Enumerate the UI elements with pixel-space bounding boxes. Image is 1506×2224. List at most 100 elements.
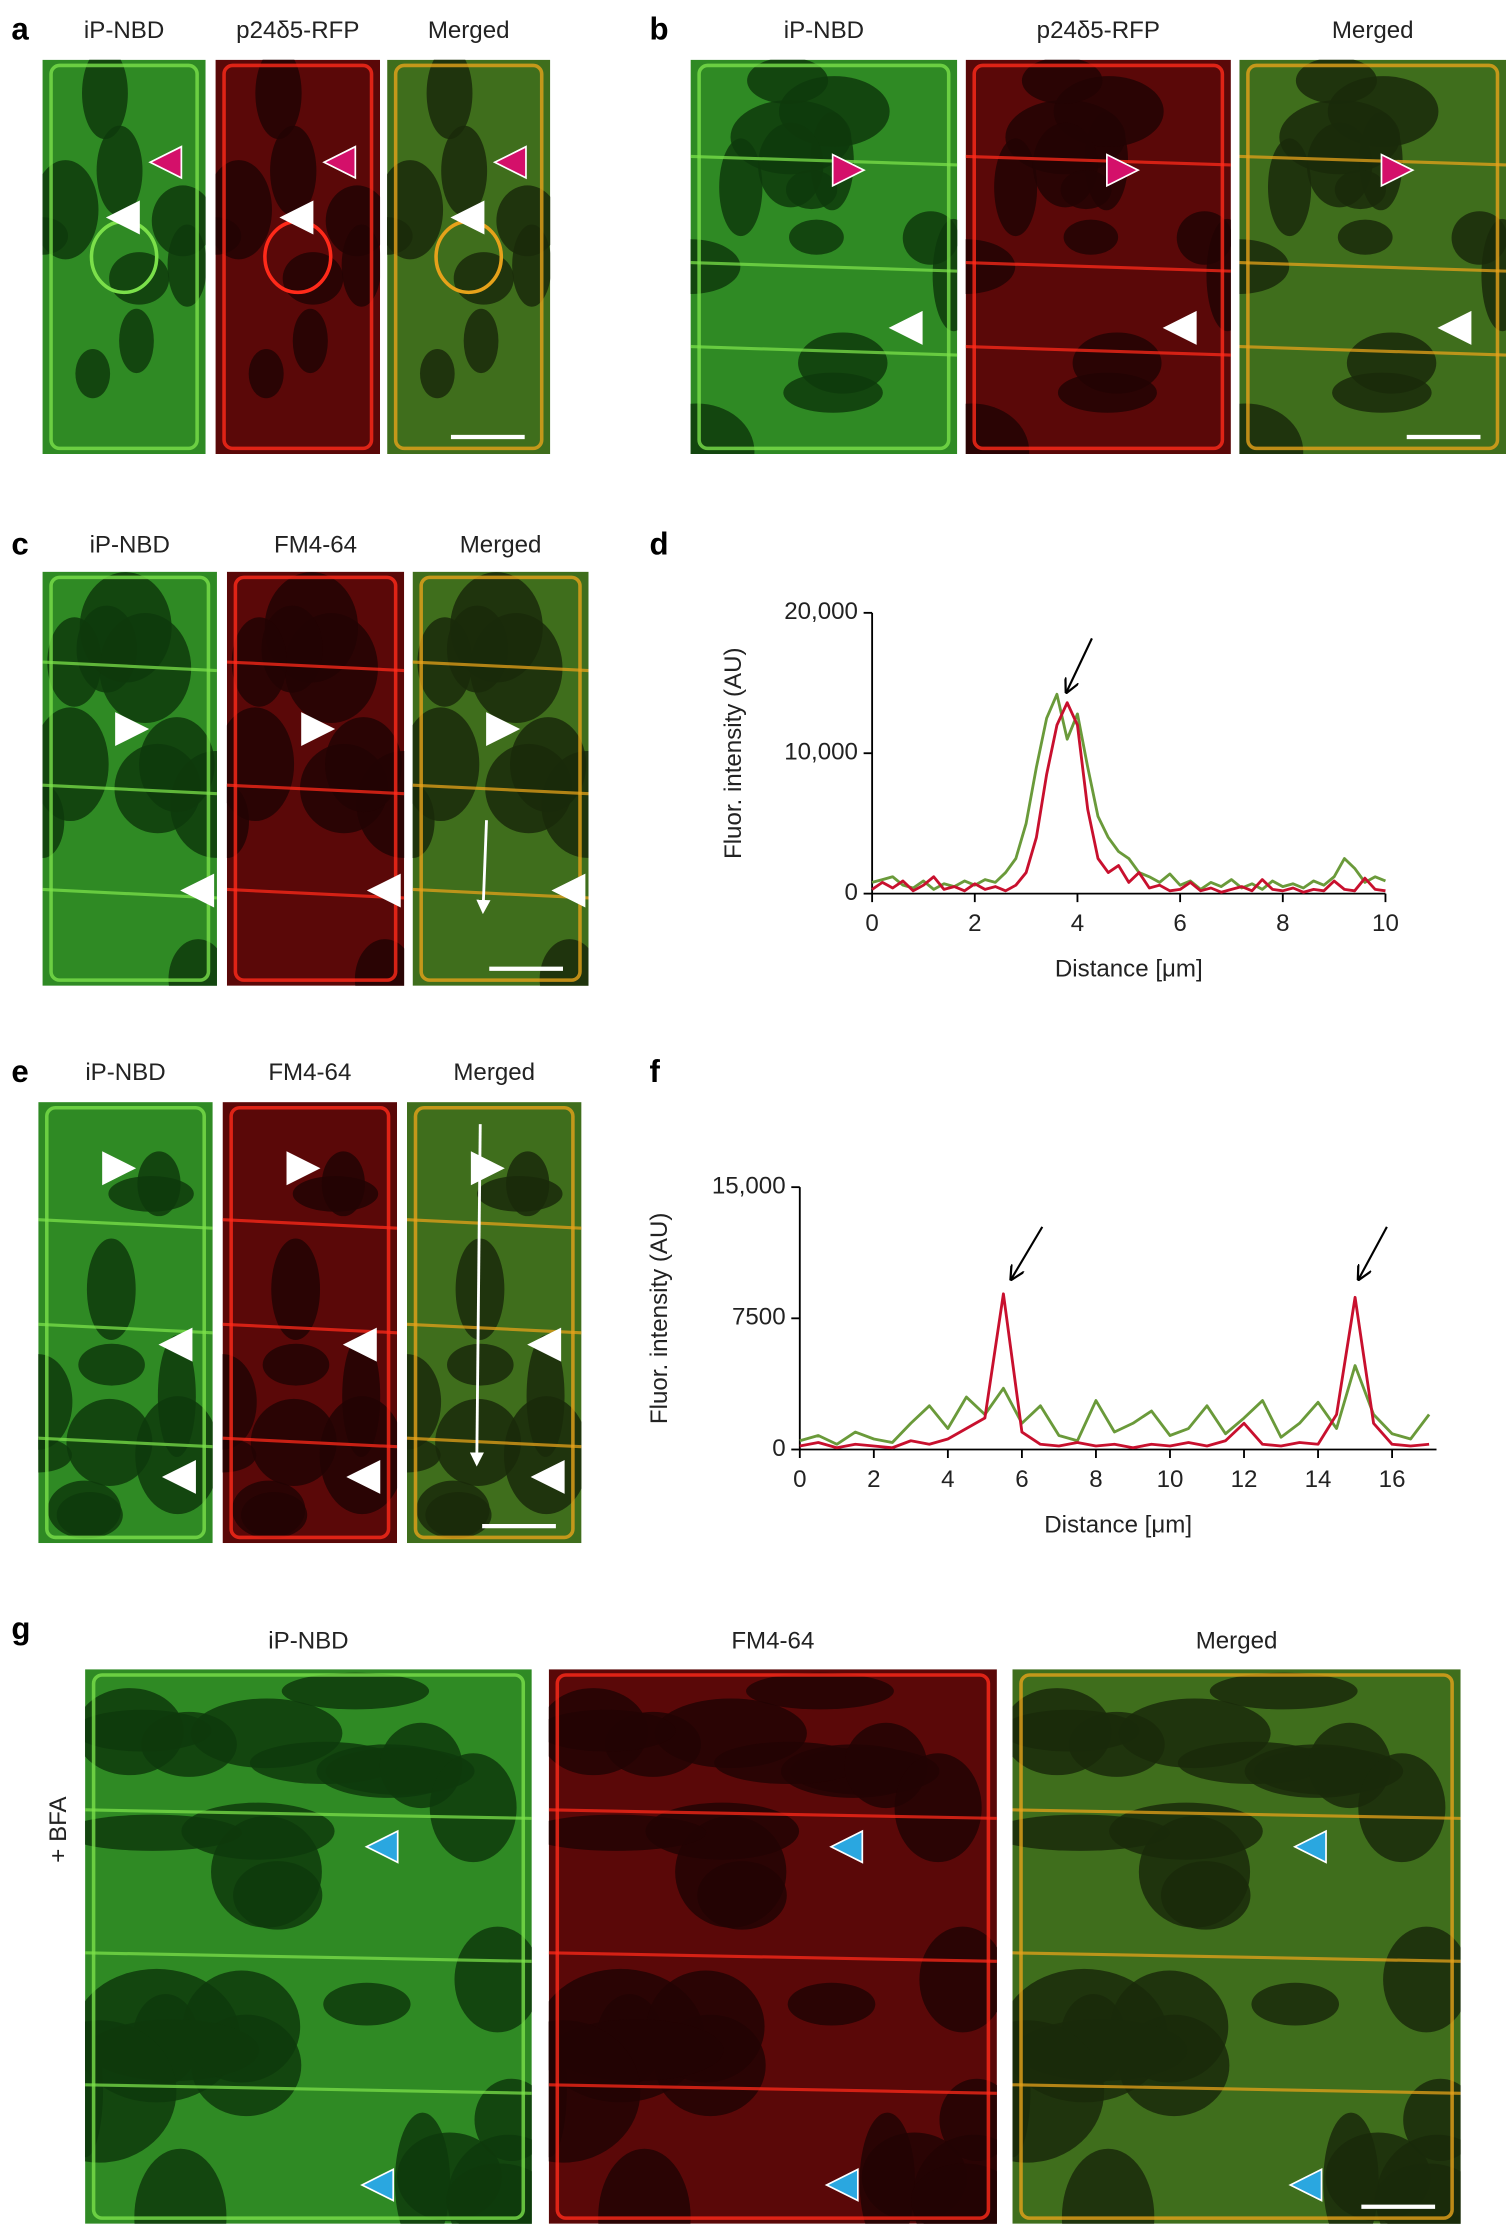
- channel-label: Merged: [1196, 1628, 1278, 1655]
- vacuole: [441, 125, 488, 216]
- cell-wall: [226, 783, 405, 796]
- cell-wall: [690, 345, 958, 357]
- cell-wall: [222, 1436, 398, 1449]
- channel-label: iP-NBD: [90, 532, 170, 559]
- cell-wall: [548, 1951, 997, 1963]
- vacuole: [1061, 2148, 1155, 2224]
- vacuole: [109, 252, 170, 305]
- micrograph-content: [965, 59, 1231, 455]
- vacuole: [292, 308, 328, 374]
- arrowhead: [360, 2167, 395, 2202]
- micrograph: [548, 1669, 997, 2224]
- cell-wall: [412, 660, 589, 673]
- cell-wall: [965, 345, 1231, 357]
- cell-wall: [42, 783, 217, 796]
- micrograph: [1239, 59, 1506, 455]
- vacuole: [453, 252, 514, 305]
- micrograph-content: [548, 1669, 997, 2224]
- vacuole: [506, 1151, 550, 1217]
- vacuole: [798, 332, 888, 394]
- vacuole: [249, 1741, 400, 1785]
- vacuole: [1358, 1753, 1446, 1863]
- micrograph: [387, 59, 551, 455]
- cell-wall: [85, 2083, 532, 2095]
- micrograph: [215, 59, 381, 455]
- cell-wall: [548, 2083, 997, 2095]
- cell-wall: [406, 1322, 582, 1335]
- micrograph: [1012, 1669, 1461, 2224]
- vacuole: [181, 1802, 335, 1860]
- channel-label: p24δ5-RFP: [236, 17, 359, 44]
- channel-label: Merged: [1332, 17, 1414, 44]
- vacuole: [342, 1335, 381, 1458]
- cell-wall: [226, 660, 405, 673]
- arrowhead: [530, 1459, 565, 1494]
- vacuole: [1021, 59, 1103, 104]
- arrowhead: [102, 1151, 137, 1186]
- vacuole: [719, 138, 763, 237]
- x-tick-label: 2: [968, 910, 981, 937]
- micrograph: [42, 59, 206, 455]
- channel-label: iP-NBD: [84, 17, 164, 44]
- vacuole: [271, 1238, 321, 1340]
- micrograph-content: [226, 571, 405, 986]
- cell-wall: [1246, 63, 1500, 451]
- vacuole: [426, 59, 473, 140]
- panel-letter: b: [649, 12, 668, 47]
- x-axis-label: Distance [μm]: [1055, 956, 1203, 983]
- vacuole: [690, 403, 755, 455]
- cell-wall: [85, 1808, 532, 1820]
- vacuole: [119, 308, 154, 374]
- vacuole: [747, 59, 829, 104]
- micrograph: [690, 59, 958, 455]
- micrograph: [85, 1669, 532, 2224]
- micrograph-content: [412, 571, 589, 986]
- cell-wall: [222, 1322, 398, 1335]
- vacuole: [1177, 1741, 1328, 1785]
- vacuole: [429, 1753, 517, 1863]
- cell-wall: [548, 1808, 997, 1820]
- panel-letter: c: [11, 526, 28, 561]
- cell-wall: [38, 1218, 213, 1230]
- cell-wall: [690, 261, 958, 273]
- vacuole: [965, 239, 1016, 294]
- vacuole: [1239, 239, 1290, 294]
- vacuole: [42, 707, 109, 822]
- cell-wall: [965, 261, 1231, 273]
- micrograph-content: [42, 59, 206, 455]
- micrograph-content: [690, 59, 958, 455]
- y-axis-label: Fluor. intensity (AU): [720, 647, 747, 859]
- vacuole: [548, 1814, 707, 1851]
- arrowhead: [346, 1459, 381, 1494]
- vacuole: [446, 2163, 532, 2224]
- channel-label: FM4-64: [268, 1059, 351, 1086]
- vacuole: [420, 349, 455, 399]
- vacuole: [354, 939, 405, 986]
- cell-wall: [972, 63, 1225, 451]
- arrowhead: [888, 310, 923, 345]
- cell-wall: [697, 63, 951, 451]
- vacuole: [894, 1753, 982, 1863]
- cell-wall: [229, 1105, 391, 1540]
- micrograph: [406, 1102, 582, 1544]
- arrowhead: [829, 1829, 864, 1864]
- vacuole: [1267, 138, 1312, 237]
- vacuole: [341, 224, 381, 307]
- peak-arrow: [1011, 1226, 1044, 1279]
- micrograph-content: [1239, 59, 1506, 455]
- vacuole: [134, 2148, 227, 2224]
- cell-wall: [42, 660, 217, 673]
- vacuole: [1295, 59, 1377, 104]
- vacuole: [1060, 170, 1112, 210]
- vacuole: [425, 1491, 492, 1539]
- cell-wall: [233, 575, 398, 982]
- channel-label: Merged: [453, 1059, 535, 1086]
- vacuole: [1012, 1814, 1170, 1851]
- vacuole: [282, 252, 344, 305]
- vacuole: [1072, 332, 1162, 394]
- micrograph-content: [1012, 1669, 1461, 2224]
- y-tick-label: 7500: [732, 1304, 786, 1331]
- cell-wall: [91, 1673, 526, 2220]
- x-tick-label: 8: [1089, 1466, 1102, 1493]
